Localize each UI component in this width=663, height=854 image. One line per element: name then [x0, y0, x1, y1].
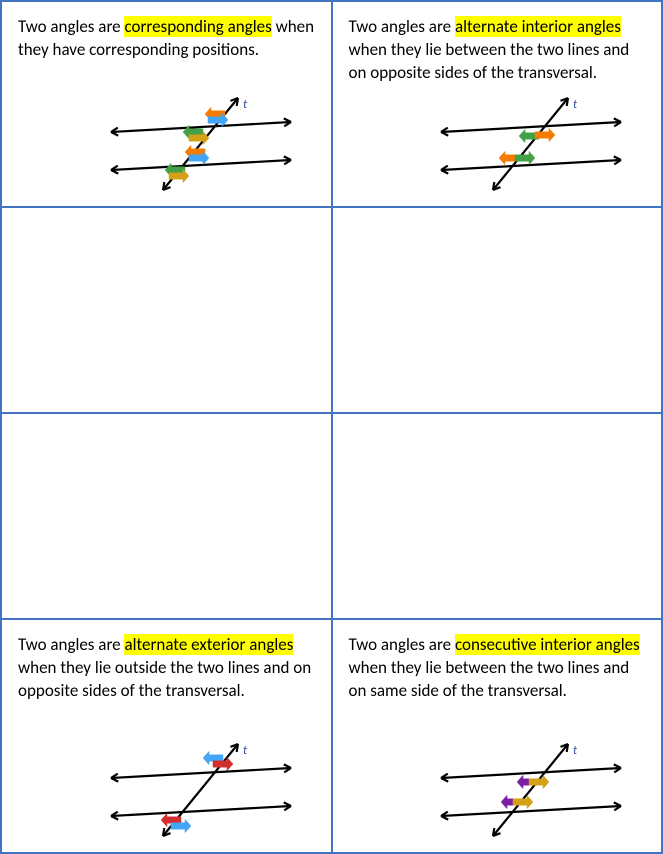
- svg-text:t: t: [573, 744, 578, 758]
- cell-5: [332, 413, 663, 619]
- cell-4: [1, 413, 332, 619]
- cell-0: Two angles are corresponding angles when…: [1, 1, 332, 207]
- prefix-7: Two angles are: [349, 634, 455, 655]
- desc-6: Two angles are alternate exterior angles…: [18, 634, 315, 703]
- diagram-6: t: [93, 736, 313, 846]
- suffix-6: when they lie outside the two lines and …: [18, 657, 311, 701]
- desc-1: Two angles are alternate interior angles…: [349, 16, 646, 85]
- svg-text:t: t: [573, 98, 578, 112]
- highlight-6: alternate exterior angles: [124, 634, 293, 655]
- cell-3: [332, 207, 663, 413]
- prefix-1: Two angles are: [349, 16, 455, 37]
- diagram-0: t: [93, 90, 313, 200]
- highlight-0: corresponding angles: [124, 16, 271, 37]
- svg-text:t: t: [243, 98, 248, 112]
- prefix-0: Two angles are: [18, 16, 124, 37]
- highlight-7: consecutive interior angles: [455, 634, 640, 655]
- prefix-6: Two angles are: [18, 634, 124, 655]
- angle-grid: Two angles are corresponding angles when…: [0, 0, 663, 854]
- diagram-7: t: [423, 736, 643, 846]
- desc-7: Two angles are consecutive interior angl…: [349, 634, 646, 703]
- diagram-1: t: [423, 90, 643, 200]
- suffix-7: when they lie between the two lines and …: [349, 657, 630, 701]
- cell-7: Two angles are consecutive interior angl…: [332, 619, 663, 853]
- suffix-1: when they lie between the two lines and …: [349, 39, 630, 83]
- cell-6: Two angles are alternate exterior angles…: [1, 619, 332, 853]
- highlight-1: alternate interior angles: [455, 16, 621, 37]
- svg-text:t: t: [243, 744, 248, 758]
- cell-2: [1, 207, 332, 413]
- cell-1: Two angles are alternate interior angles…: [332, 1, 663, 207]
- desc-0: Two angles are corresponding angles when…: [18, 16, 315, 62]
